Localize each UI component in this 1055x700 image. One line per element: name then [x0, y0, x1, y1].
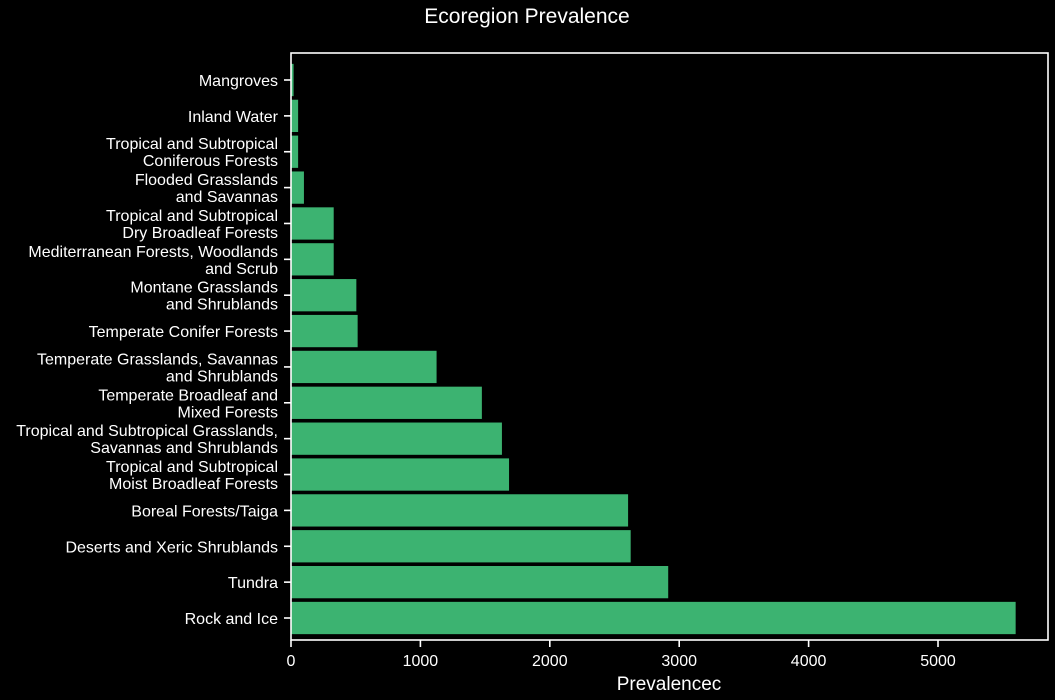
plot-frame	[290, 52, 1049, 641]
y-tick-label: Mangroves	[199, 73, 278, 90]
bars-group	[291, 63, 1016, 635]
y-tick-label: Temperate Broadleaf and	[98, 387, 278, 404]
y-tick-label: Tropical and Subtropical Grasslands,	[16, 423, 278, 440]
y-tick-label: Rock and Ice	[185, 611, 278, 628]
y-tick-label: Dry Broadleaf Forests	[122, 225, 278, 242]
y-tick-label: Boreal Forests/Taiga	[131, 503, 278, 520]
x-tick-label: 3000	[661, 653, 697, 670]
bar	[291, 314, 358, 348]
x-axis-ticks: 0 1000 2000 3000 4000 5000	[287, 640, 956, 670]
y-tick-label: Tropical and Subtropical	[106, 136, 278, 153]
y-tick-label: Savannas and Shrublands	[90, 440, 278, 457]
bar	[291, 207, 334, 240]
y-tick-label: Temperate Conifer Forests	[89, 324, 278, 341]
x-tick-label: 1000	[403, 653, 439, 670]
bar	[291, 386, 482, 419]
y-tick-label: Moist Broadleaf Forests	[109, 476, 278, 493]
x-tick-label: 4000	[791, 653, 827, 670]
y-tick-label: Flooded Grasslands	[135, 172, 278, 189]
x-tick-label: 0	[287, 653, 296, 670]
y-tick-label: Mixed Forests	[178, 404, 278, 421]
x-tick-label: 2000	[532, 653, 568, 670]
bar	[291, 350, 437, 384]
bar	[291, 422, 502, 455]
bar	[291, 63, 294, 97]
bar	[291, 135, 299, 168]
y-tick-label: and Shrublands	[166, 297, 278, 314]
bar	[291, 565, 669, 599]
y-tick-label: Montane Grasslands	[130, 280, 278, 297]
y-axis-labels: Mangroves Inland Water Tropical and Subtro…	[16, 73, 291, 628]
y-tick-label: Tropical and Subtropical	[106, 459, 278, 476]
bar	[291, 243, 334, 276]
y-tick-label: Tropical and Subtropical	[106, 208, 278, 225]
y-tick-label: Inland Water	[188, 109, 279, 126]
y-tick-label: and Savannas	[176, 189, 278, 206]
y-tick-label: Temperate Grasslands, Savannas	[37, 351, 278, 368]
y-tick-label: Tundra	[228, 575, 278, 592]
bar	[291, 494, 629, 527]
bar	[291, 171, 304, 204]
x-axis-label: Prevalencec	[617, 674, 722, 695]
y-tick-label: Coniferous Forests	[143, 153, 278, 170]
y-tick-label: and Scrub	[205, 261, 278, 278]
bar	[291, 458, 510, 491]
chart-title: Ecoregion Prevalence	[424, 5, 629, 28]
y-tick-label: Deserts and Xeric Shrublands	[65, 539, 278, 556]
y-tick-label: Mediterranean Forests, Woodlands	[28, 244, 278, 261]
x-tick-label: 5000	[920, 653, 956, 670]
bar	[291, 99, 299, 133]
bar	[291, 601, 1016, 635]
y-tick-label: and Shrublands	[166, 368, 278, 385]
bar	[291, 279, 357, 312]
bar	[291, 530, 631, 563]
